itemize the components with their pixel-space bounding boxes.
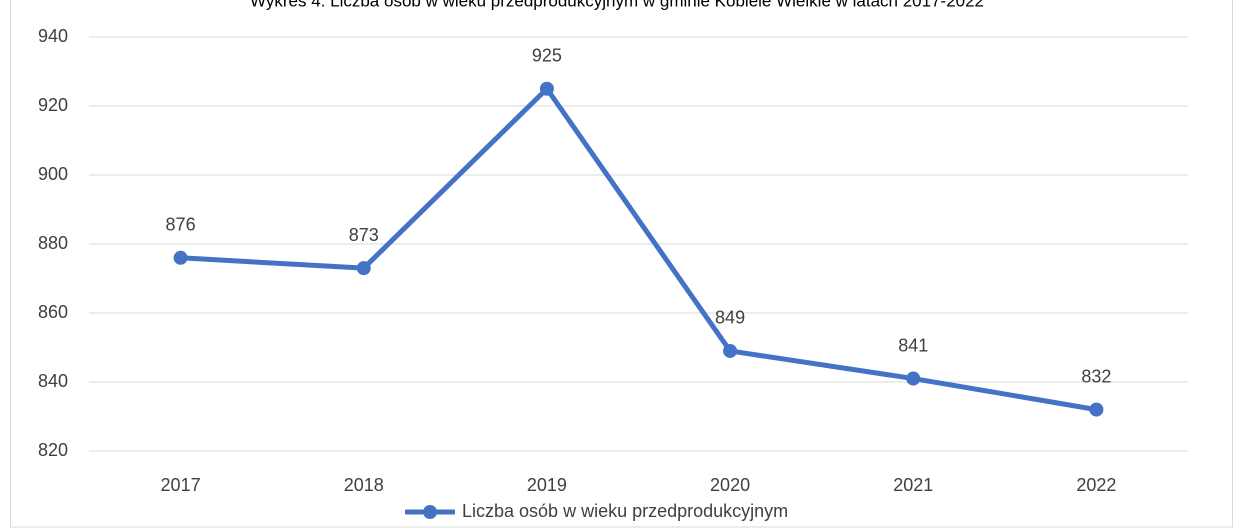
y-tick-label: 880 [38,233,68,253]
data-label: 832 [1081,366,1111,386]
y-tick-label: 900 [38,164,68,184]
x-tick-label: 2020 [710,475,750,495]
chart-frame [10,0,1233,528]
x-tick-label: 2017 [161,475,201,495]
data-label: 873 [349,225,379,245]
y-tick-label: 920 [38,95,68,115]
data-label: 841 [898,335,928,355]
data-label: 925 [532,46,562,66]
point-marker [539,81,554,96]
point-marker [906,371,921,386]
x-tick-label: 2018 [344,475,384,495]
y-tick-label: 840 [38,371,68,391]
chart-title: Wykres 4. Liczba osób w wieku przedprodu… [250,0,984,10]
legend-label: Liczba osób w wieku przedprodukcyjnym [462,501,788,521]
point-marker [1089,402,1104,417]
x-tick-label: 2022 [1076,475,1116,495]
x-tick-label: 2021 [893,475,933,495]
legend-marker [423,505,437,519]
y-tick-label: 940 [38,26,68,46]
point-marker [723,343,738,358]
data-label: 876 [166,215,196,235]
series-line [180,86,1097,413]
point-marker [173,250,188,265]
point-marker [356,261,371,276]
x-tick-label: 2019 [527,475,567,495]
y-tick-label: 820 [38,440,68,460]
data-label: 849 [715,308,745,328]
y-tick-label: 860 [38,302,68,322]
